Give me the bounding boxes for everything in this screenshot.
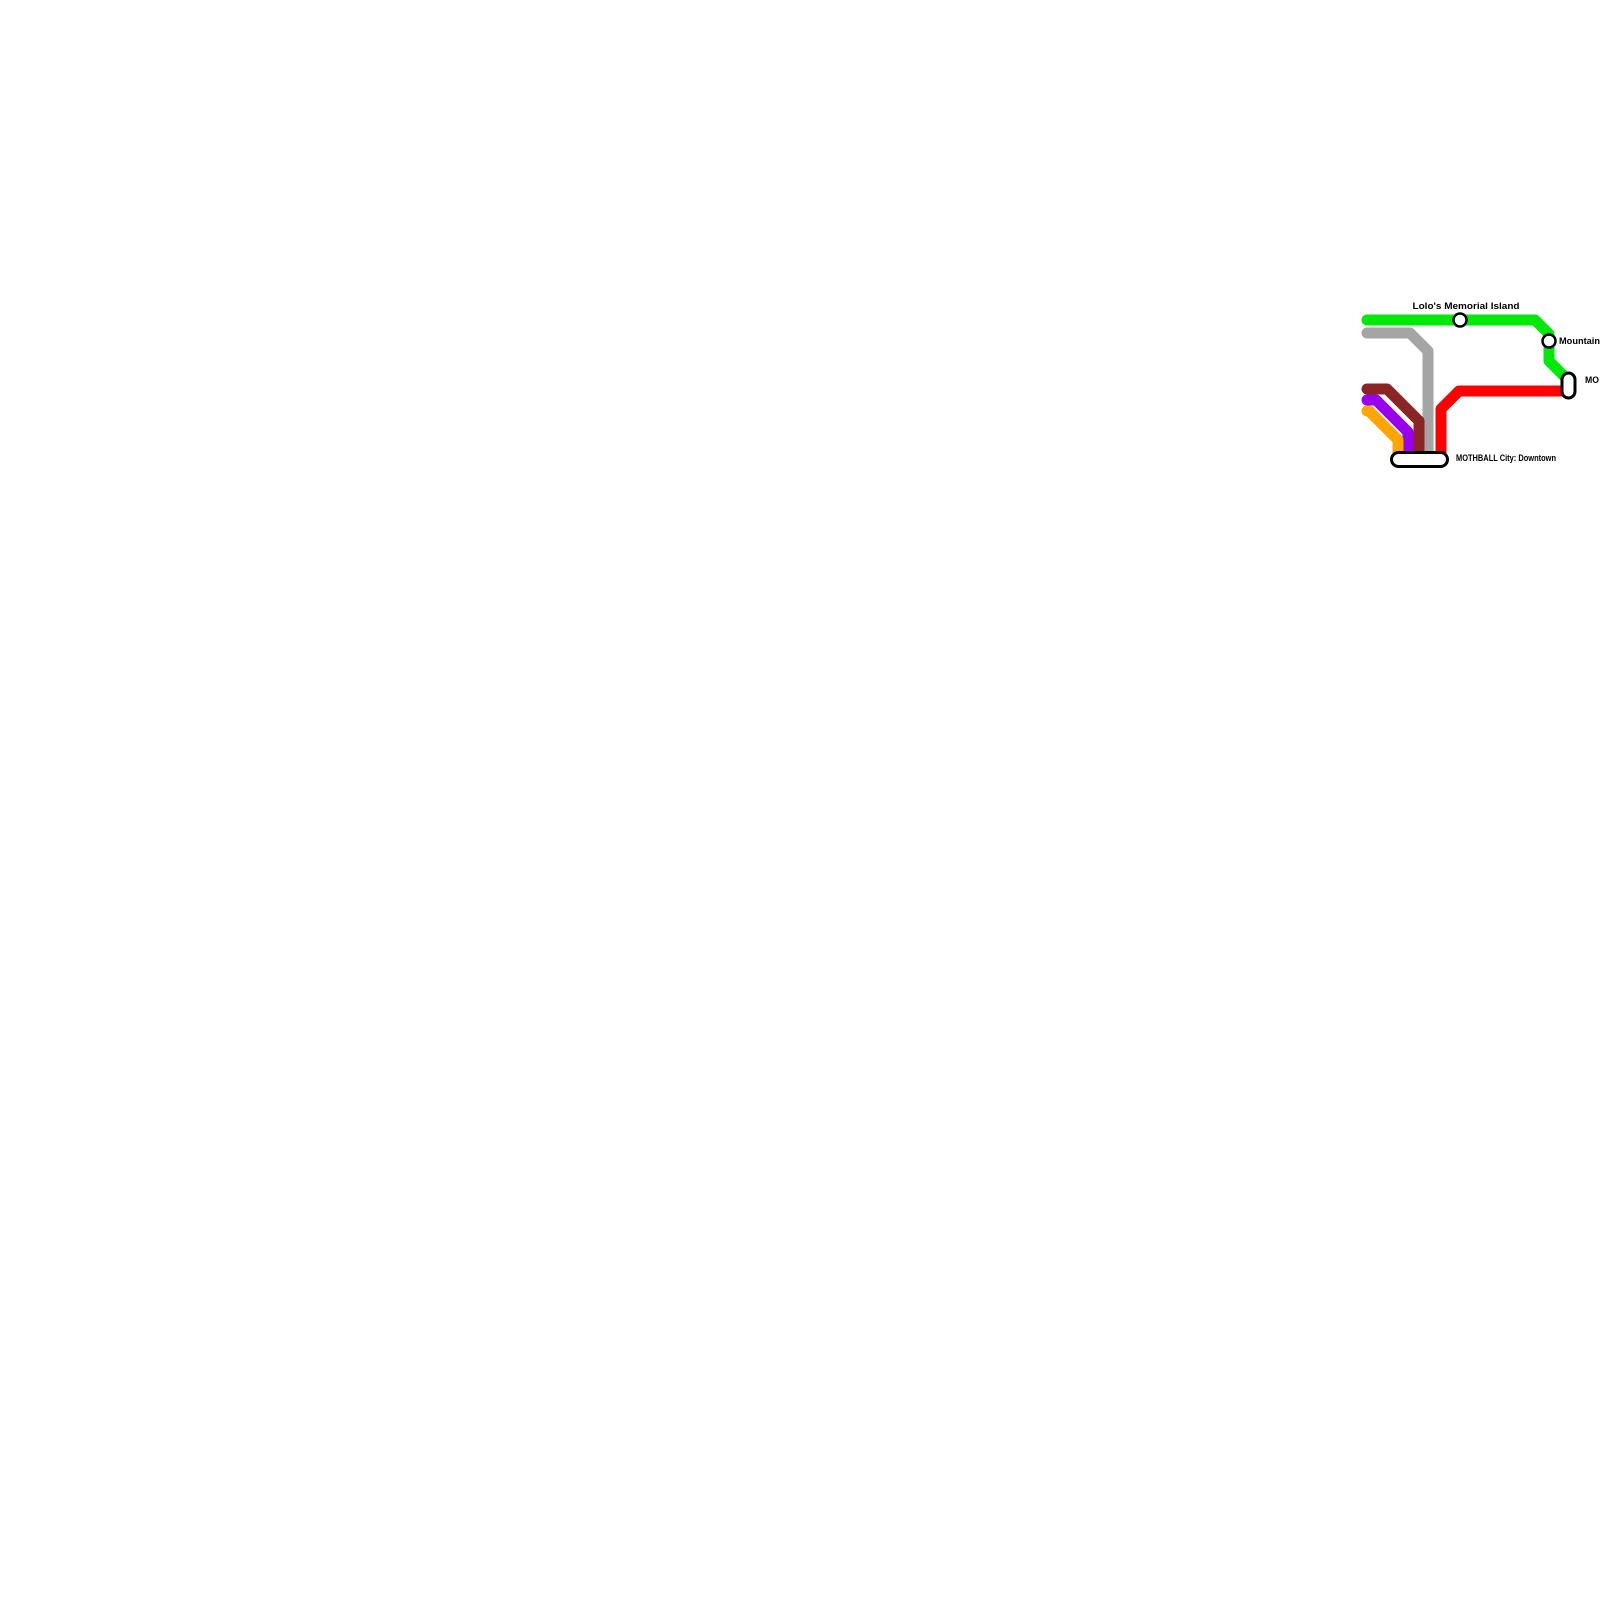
purple-line: [1361, 394, 1414, 465]
orange-line: [1361, 405, 1404, 465]
mountain-station-marker: [1541, 333, 1557, 349]
red-line: [1435, 385, 1568, 465]
lolos-memorial-island-label: Lolo's Memorial Island: [1413, 301, 1520, 312]
mo-terminus-label: MO: [1585, 375, 1599, 386]
gray-line: [1361, 327, 1434, 465]
maroon-line: [1361, 383, 1425, 465]
mothball-city-downtown-label: MOTHBALL City: Downtown: [1456, 453, 1556, 464]
lolos-memorial-island-station-marker: [1452, 312, 1468, 328]
transit-labels-layer: Lolo's Memorial Island Mountain MO MOTHBALL…: [1413, 301, 1600, 464]
mo-terminus-station-marker: [1560, 371, 1577, 400]
mountain-label: Mountain: [1559, 336, 1600, 347]
transit-lines-layer: [1361, 314, 1574, 465]
mothball-city-downtown-station-marker: [1390, 451, 1449, 468]
transit-stations-layer: [1390, 312, 1577, 468]
